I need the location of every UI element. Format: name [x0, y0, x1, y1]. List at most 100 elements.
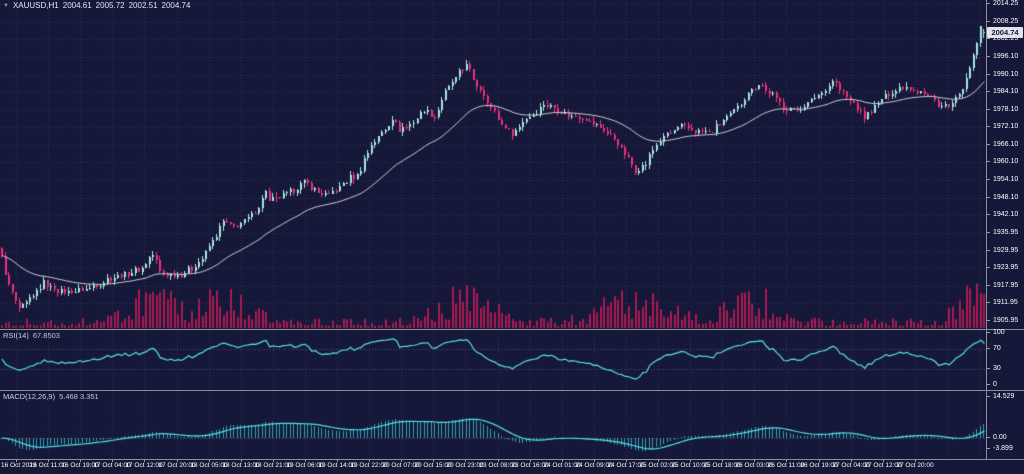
- time-axis-label: 26 Oct 11:00: [767, 462, 805, 469]
- time-axis-tick: [851, 460, 852, 462]
- rsi-value: 67.8503: [32, 331, 60, 340]
- time-axis-label: 25 Oct 10:00: [671, 462, 709, 469]
- panel-separator[interactable]: [0, 329, 1024, 330]
- time-axis-label: 20 Oct 15:00: [414, 462, 452, 469]
- time-axis-tick: [144, 460, 145, 462]
- time-axis-label: 20 Oct 23:00: [446, 462, 484, 469]
- price-axis-label: 1996.10: [987, 53, 1018, 61]
- time-axis-tick: [498, 460, 499, 462]
- time-axis-label: 16 Oct 19:00: [61, 462, 99, 469]
- price-axis-label: 1905.95: [987, 317, 1018, 325]
- time-axis-label: 26 Oct 03:00: [735, 462, 773, 469]
- time-axis-tick: [337, 460, 338, 462]
- macd-name: MACD(12,26,9): [3, 392, 56, 401]
- rsi-pane-label: RSI(14) 67.8503: [3, 331, 60, 340]
- time-axis-label: 26 Oct 19:00: [800, 462, 838, 469]
- time-axis[interactable]: 16 Oct 2023 16 Oct 11:00 16 Oct 19:00 17 Oc…: [0, 460, 1024, 474]
- time-axis-label: 16 Oct 11:00: [29, 462, 67, 469]
- price-axis-label: 1960.10: [987, 158, 1018, 166]
- price-axis[interactable]: 2014.25 2008.25 2002.25 1996.10 1990.10 1984.…: [987, 0, 1024, 459]
- price-axis-label: 1923.95: [987, 264, 1018, 272]
- symbol-label: XAUUSD,H1: [12, 1, 59, 10]
- rsi-indicator-canvas[interactable]: [0, 330, 986, 390]
- price-axis-label: 1911.95: [987, 299, 1018, 307]
- price-axis-label: 2008.25: [987, 18, 1018, 26]
- price-axis-label: 1990.10: [987, 71, 1018, 79]
- macd-values: 5.468 3.351: [59, 392, 99, 401]
- time-axis-tick: [530, 460, 531, 462]
- time-axis-label: 19 Oct 14:00: [318, 462, 356, 469]
- low-value: 2002.51: [128, 1, 158, 10]
- time-axis-label: 24 Oct 09:00: [575, 462, 613, 469]
- rsi-axis-label: 0: [987, 381, 997, 389]
- time-axis-tick: [754, 460, 755, 462]
- time-axis-label: 25 Oct 18:00: [703, 462, 741, 469]
- price-axis-label: 1954.10: [987, 176, 1018, 184]
- time-axis-tick: [594, 460, 595, 462]
- panel-separator[interactable]: [0, 459, 1024, 460]
- price-axis-label: 1978.10: [987, 106, 1018, 114]
- high-value: 2005.72: [95, 1, 125, 10]
- time-axis-tick: [177, 460, 178, 462]
- price-axis-label: 2002.25: [987, 35, 1018, 43]
- symbol-marker-icon: ▼: [3, 2, 9, 9]
- time-axis-tick: [819, 460, 820, 462]
- time-axis-label: 17 Oct 12:00: [125, 462, 163, 469]
- price-axis-label: 1984.10: [987, 88, 1018, 96]
- time-axis-tick: [722, 460, 723, 462]
- time-axis-label: 18 Oct 05:00: [190, 462, 228, 469]
- time-axis-tick: [562, 460, 563, 462]
- price-axis-separator: [986, 0, 987, 459]
- close-value: 2004.74: [161, 1, 191, 10]
- time-axis-label: 18 Oct 21:00: [254, 462, 292, 469]
- price-axis-label: 1948.10: [987, 194, 1018, 202]
- time-axis-tick: [883, 460, 884, 462]
- time-axis-label: 20 Oct 07:00: [382, 462, 420, 469]
- time-axis-tick: [626, 460, 627, 462]
- time-axis-label: 23 Oct 08:00: [479, 462, 517, 469]
- macd-axis-label: -3.899: [987, 445, 1013, 453]
- time-axis-tick: [112, 460, 113, 462]
- time-axis-label: 23 Oct 16:00: [511, 462, 549, 469]
- time-axis-tick: [209, 460, 210, 462]
- rsi-axis-label: 70: [987, 345, 1001, 353]
- price-axis-label: 1942.10: [987, 211, 1018, 219]
- time-axis-tick: [80, 460, 81, 462]
- time-axis-label: 24 Oct 01:00: [543, 462, 581, 469]
- time-axis-tick: [401, 460, 402, 462]
- time-axis-label: 19 Oct 06:00: [286, 462, 324, 469]
- time-axis-label: 27 Oct 04:00: [832, 462, 870, 469]
- time-axis-tick: [786, 460, 787, 462]
- rsi-name: RSI(14): [3, 331, 29, 340]
- time-axis-label: 19 Oct 22:00: [350, 462, 388, 469]
- time-axis-tick: [48, 460, 49, 462]
- price-axis-label: 1935.95: [987, 229, 1018, 237]
- macd-axis-label: 14.529: [987, 393, 1014, 401]
- current-price-badge: 2004.74: [987, 27, 1023, 38]
- time-axis-label: 17 Oct 20:00: [158, 462, 196, 469]
- price-chart-canvas[interactable]: [0, 0, 986, 329]
- time-axis-tick: [915, 460, 916, 462]
- price-axis-label: 2014.25: [987, 0, 1018, 8]
- time-axis-label: 27 Oct 12:00: [864, 462, 902, 469]
- macd-pane-label: MACD(12,26,9) 5.468 3.351: [3, 392, 99, 401]
- time-axis-tick: [305, 460, 306, 462]
- time-axis-tick: [465, 460, 466, 462]
- price-axis-label: 1966.10: [987, 141, 1018, 149]
- time-axis-tick: [369, 460, 370, 462]
- time-axis-label: 17 Oct 04:00: [93, 462, 131, 469]
- open-value: 2004.61: [62, 1, 92, 10]
- time-axis-label: 24 Oct 17:00: [607, 462, 645, 469]
- rsi-axis-label: 100: [987, 329, 1005, 337]
- price-axis-label: 1917.95: [987, 282, 1018, 290]
- time-axis-tick: [16, 460, 17, 462]
- panel-separator[interactable]: [0, 390, 1024, 391]
- time-axis-tick: [273, 460, 274, 462]
- chart-title: ▼ XAUUSD,H1 2004.61 2005.72 2002.51 2004…: [3, 1, 190, 10]
- time-axis-tick: [690, 460, 691, 462]
- time-axis-label: 16 Oct 2023: [1, 462, 37, 469]
- macd-indicator-canvas[interactable]: [0, 391, 986, 459]
- time-axis-tick: [241, 460, 242, 462]
- rsi-axis-label: 30: [987, 365, 1001, 373]
